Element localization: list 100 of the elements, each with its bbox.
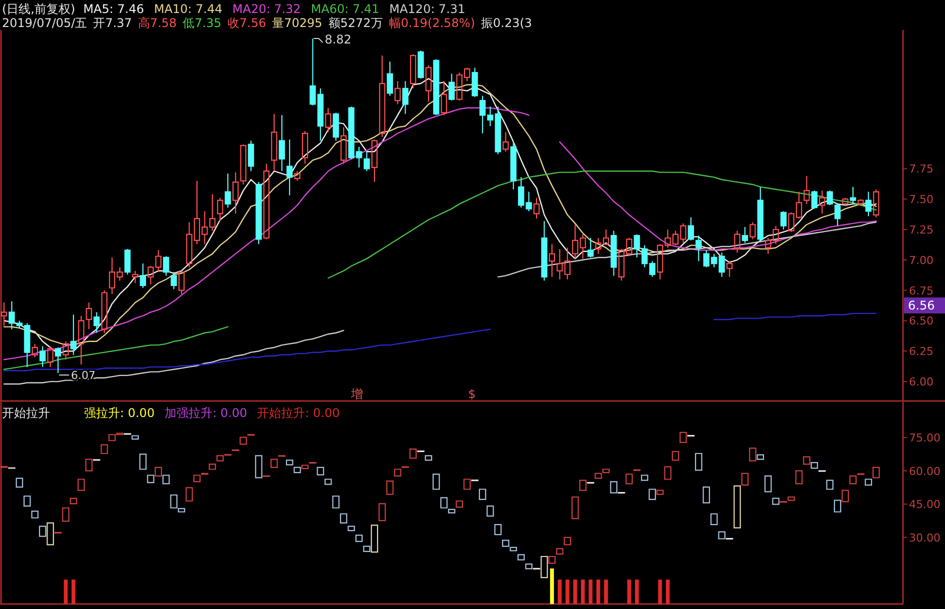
candlestick: [394, 80, 401, 105]
candlestick: [100, 444, 108, 454]
candlestick: [742, 226, 748, 244]
candlestick: [741, 472, 749, 486]
candlestick: [286, 138, 293, 196]
candlestick: [694, 452, 702, 471]
candlestick: [726, 260, 733, 278]
candlestick: [62, 340, 69, 360]
y-tick-label: 75.00: [909, 432, 940, 445]
candlestick: [178, 270, 185, 295]
candlestick: [472, 67, 478, 98]
candlestick: [780, 210, 787, 230]
candlestick: [70, 314, 77, 356]
candlestick: [240, 436, 247, 445]
candlestick: [756, 454, 764, 460]
candlestick: [94, 312, 100, 334]
candlestick: [86, 302, 92, 330]
candlestick: [502, 132, 509, 152]
candlestick: [316, 466, 324, 476]
candlestick: [24, 496, 31, 507]
candlestick: [355, 534, 363, 542]
y-tick-label: 6.50: [909, 314, 934, 328]
candlestick: [810, 462, 818, 469]
candlestick: [162, 256, 170, 276]
candlestick: [688, 216, 694, 241]
candlestick: [764, 475, 772, 492]
legend-label: 加强拉升: 0.00: [164, 406, 248, 420]
candlestick: [54, 346, 62, 374]
candlestick: [302, 130, 308, 164]
candlestick: [872, 466, 880, 478]
candlestick: [379, 54, 386, 138]
candlestick: [610, 481, 618, 494]
candlestick: [101, 290, 108, 334]
annotation: $: [468, 387, 476, 401]
candlestick: [0, 302, 8, 326]
candlestick: [664, 466, 672, 480]
candlestick: [325, 107, 332, 133]
candlestick: [154, 466, 162, 476]
candlestick: [842, 490, 849, 502]
candlestick: [409, 448, 417, 459]
candlestick: [340, 126, 347, 164]
candlestick: [525, 563, 532, 570]
candlestick: [78, 478, 85, 491]
candlestick: [301, 464, 309, 470]
candlestick: [548, 244, 556, 278]
candlestick: [364, 151, 370, 172]
candlestick: [448, 73, 455, 102]
candlestick: [124, 248, 131, 276]
y-tick-label: 7.00: [909, 254, 934, 267]
candlestick: [256, 182, 262, 245]
candlestick: [38, 526, 46, 537]
candlestick: [240, 144, 246, 186]
candlestick: [849, 475, 857, 484]
candlestick: [478, 488, 486, 500]
candlestick: [850, 186, 856, 204]
candlestick: [864, 478, 872, 486]
candlestick: [757, 186, 764, 241]
candlestick: [750, 222, 756, 240]
candlestick: [85, 458, 93, 472]
candlestick: [772, 498, 780, 505]
candlestick: [371, 138, 378, 183]
candlestick: [16, 478, 24, 488]
text: 2019/07/05/五 开7.37 高7.58 低7.35 收7.56 量70295 额5272万 幅0.19(2.58%) 振0.23(3: [2, 16, 532, 30]
candlestick: [734, 230, 740, 254]
text: MA20: 7.32: [232, 2, 301, 16]
y-tick-label: 30.00: [909, 531, 940, 544]
candlestick: [232, 172, 239, 214]
candlestick: [47, 346, 54, 368]
candlestick: [572, 496, 579, 520]
candlestick: [494, 524, 502, 536]
candlestick: [696, 235, 702, 262]
candlestick: [32, 343, 38, 358]
candlestick: [502, 540, 510, 547]
candlestick: [186, 487, 193, 502]
candlestick: [486, 506, 494, 517]
candlestick: [811, 190, 818, 210]
candlestick: [263, 163, 270, 240]
candlestick: [749, 448, 756, 462]
y-tick-label: 7.25: [909, 223, 934, 236]
candlestick: [540, 556, 548, 578]
candlestick: [648, 488, 656, 500]
chart-title: (日线,前复权): [2, 2, 76, 16]
candlestick: [510, 546, 518, 552]
candlestick: [425, 64, 432, 102]
candlestick: [40, 346, 46, 368]
candlestick: [873, 188, 880, 218]
y-tick-label: 60.00: [909, 464, 940, 478]
candlestick: [248, 140, 254, 172]
candlestick: [432, 474, 440, 490]
candlestick: [78, 315, 84, 366]
candlestick: [788, 496, 795, 501]
annotation: 6.07: [71, 369, 96, 382]
candlestick: [31, 510, 39, 518]
candlestick: [517, 554, 525, 560]
candlestick: [410, 54, 416, 89]
candlestick: [803, 456, 810, 465]
candlestick: [572, 224, 578, 260]
candlestick: [680, 432, 687, 443]
candlestick: [140, 263, 146, 288]
text: MA60: 7.41: [310, 2, 380, 16]
